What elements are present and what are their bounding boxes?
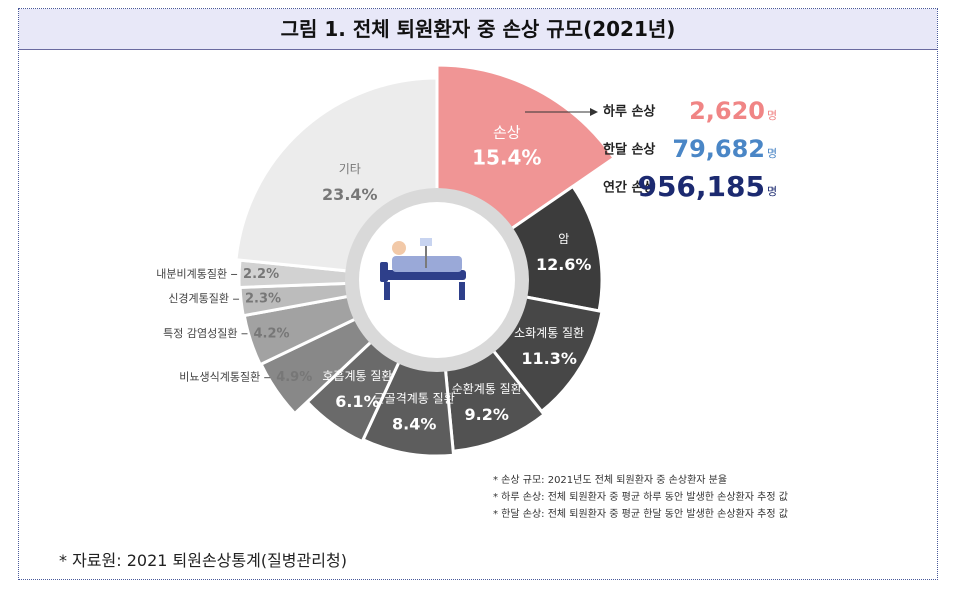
category-label: 내분비계통질환 [156,267,227,280]
stat-unit: 명 [767,185,777,198]
category-label: 기타 [339,162,361,176]
stat-unit: 명 [767,147,777,160]
stat-unit: 명 [767,109,777,122]
value-label: 4.9% [276,370,312,385]
category-label: 신경계통질환 [168,292,229,305]
stat-label: 한달 손상 [603,142,655,158]
value-label: 8.4% [392,415,436,434]
value-label: 11.3% [521,349,577,368]
bed-icon [380,238,466,300]
stat-value: 79,682 [672,135,765,163]
arrowhead [590,108,598,116]
category-label: 특정 감염성질환 [163,327,237,340]
category-label: 근골격계통 질환 [374,392,455,406]
note: * 손상 규모: 2021년도 전체 퇴원환자 중 손상환자 분율 [493,474,727,486]
value-label: 23.4% [322,185,378,204]
stat-label: 하루 손상 [603,104,655,120]
value-label: 4.2% [253,326,289,341]
stat-label: 연간 손상 [603,180,655,196]
header-title: 그림 1. 전체 퇴원환자 중 손상 규모(2021년) [19,9,937,50]
note: * 하루 손상: 전체 퇴원환자 중 평균 하루 동안 발생한 손상환자 추정 … [493,490,788,503]
category-label: 순환계통 질환 [452,382,522,396]
category-label: 비뇨생식계통질환 [179,371,260,384]
category-label: 호흡계통 질환 [322,369,392,383]
stat-value: 956,185 [637,170,765,203]
category-label: 소화계통 질환 [514,326,584,340]
stat-value: 2,620 [689,97,765,125]
category-label: 암 [558,232,569,246]
note: * 한달 손상: 전체 퇴원환자 중 평균 한달 동안 발생한 손상환자 추정 … [493,508,788,520]
value-label: 12.6% [536,255,592,274]
value-label: 6.1% [335,392,379,411]
value-label: 15.4% [472,146,541,170]
source: * 자료원: 2021 퇴원손상통계(질병관리청) [59,551,347,570]
frame: 그림 1. 전체 퇴원환자 중 손상 규모(2021년) * 자료원: 2021… [18,8,938,580]
value-label: 2.3% [245,292,281,307]
value-label: 9.2% [465,405,509,424]
category-label: 손상 [493,124,521,142]
value-label: 2.2% [243,267,279,282]
